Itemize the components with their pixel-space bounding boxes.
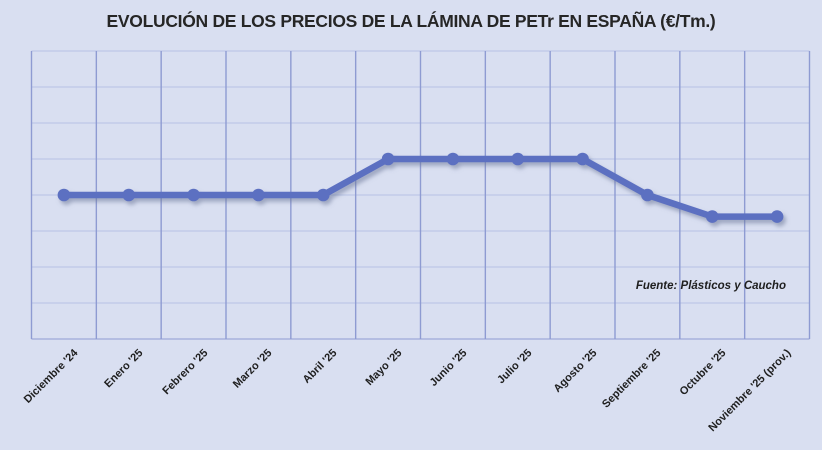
data-point-marker [122, 188, 136, 202]
price-series [57, 152, 784, 223]
data-point-marker [316, 188, 330, 202]
source-note: Fuente: Plásticos y Caucho [635, 280, 786, 292]
data-point-marker [187, 188, 200, 202]
chart-title: EVOLUCIÓN DE LOS PRECIOS DE LA LÁMINA DE… [106, 11, 716, 31]
data-point-marker [770, 210, 784, 223]
data-point-marker [252, 188, 265, 202]
data-point-marker [576, 152, 589, 166]
data-point-marker [381, 152, 395, 166]
data-point-marker [705, 210, 719, 223]
data-point-marker [511, 152, 525, 166]
data-point-marker [446, 152, 460, 166]
series-line [60, 155, 781, 220]
data-point-marker [641, 188, 654, 202]
data-point-marker [57, 188, 71, 202]
